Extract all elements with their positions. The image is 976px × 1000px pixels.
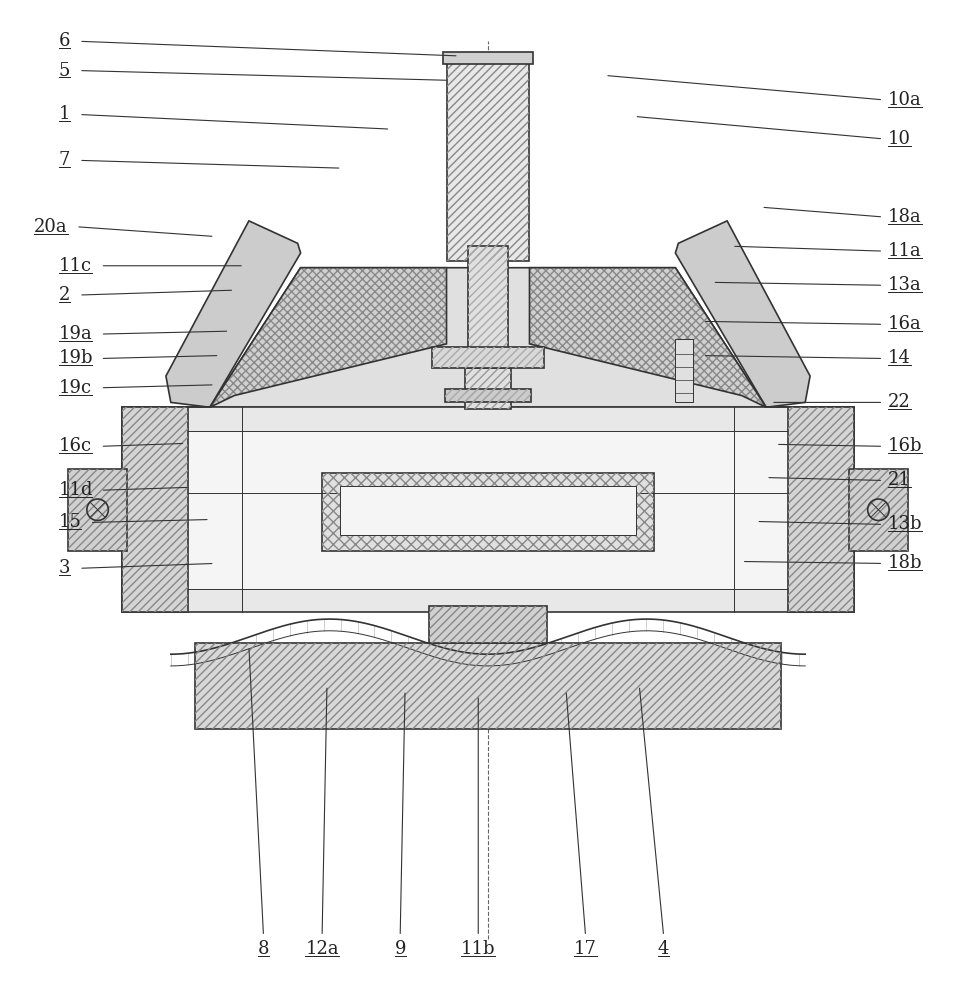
Bar <box>322 473 654 551</box>
Bar <box>447 56 530 261</box>
Text: 8: 8 <box>258 940 269 958</box>
Bar <box>445 389 531 402</box>
Text: 10a: 10a <box>888 91 922 109</box>
Bar <box>849 469 908 551</box>
Bar <box>465 368 511 409</box>
Bar <box>849 469 908 551</box>
Bar <box>195 643 781 729</box>
Text: 16c: 16c <box>59 437 92 455</box>
Bar <box>445 389 531 402</box>
Bar <box>675 339 693 402</box>
Bar <box>465 368 511 409</box>
Bar <box>429 606 547 643</box>
Bar <box>322 473 654 551</box>
Bar <box>788 407 854 612</box>
Bar <box>431 347 545 368</box>
Bar <box>145 431 831 589</box>
Text: 16a: 16a <box>888 315 922 333</box>
Bar <box>122 407 188 612</box>
Text: 13b: 13b <box>888 515 922 533</box>
Text: 14: 14 <box>888 349 911 367</box>
Text: 19c: 19c <box>59 379 92 397</box>
Text: 20a: 20a <box>34 218 67 236</box>
Bar <box>340 486 636 535</box>
Text: 19a: 19a <box>59 325 93 343</box>
Text: 12a: 12a <box>305 940 339 958</box>
Polygon shape <box>530 268 766 407</box>
Bar <box>468 246 508 393</box>
Text: 6: 6 <box>59 32 70 50</box>
Bar <box>447 56 530 261</box>
Text: 11c: 11c <box>59 257 92 275</box>
Text: 11d: 11d <box>59 481 93 499</box>
Text: 11b: 11b <box>461 940 496 958</box>
Text: 13a: 13a <box>888 276 922 294</box>
Text: 1: 1 <box>59 105 70 123</box>
Text: 16b: 16b <box>888 437 922 455</box>
Bar <box>788 407 854 612</box>
Text: 18a: 18a <box>888 208 922 226</box>
Text: 9: 9 <box>394 940 406 958</box>
Text: 15: 15 <box>59 513 81 531</box>
Text: 17: 17 <box>574 940 597 958</box>
Text: 22: 22 <box>888 393 911 411</box>
Bar <box>429 606 547 643</box>
Polygon shape <box>675 221 810 407</box>
Text: 18b: 18b <box>888 554 922 572</box>
Bar <box>195 643 781 729</box>
Bar <box>68 469 127 551</box>
Bar <box>122 407 188 612</box>
Text: 21: 21 <box>888 471 911 489</box>
Bar <box>443 52 534 64</box>
Text: 7: 7 <box>59 151 70 169</box>
Text: 11a: 11a <box>888 242 922 260</box>
Polygon shape <box>210 268 766 407</box>
Bar <box>68 469 127 551</box>
Polygon shape <box>210 268 447 407</box>
Text: 3: 3 <box>59 559 70 577</box>
Text: 5: 5 <box>59 62 70 80</box>
Text: 19b: 19b <box>59 349 93 367</box>
Text: 4: 4 <box>658 940 670 958</box>
Text: 2: 2 <box>59 286 70 304</box>
Bar <box>122 407 854 612</box>
Polygon shape <box>166 221 301 407</box>
Bar <box>468 246 508 393</box>
Bar <box>431 347 545 368</box>
Text: 10: 10 <box>888 130 912 148</box>
